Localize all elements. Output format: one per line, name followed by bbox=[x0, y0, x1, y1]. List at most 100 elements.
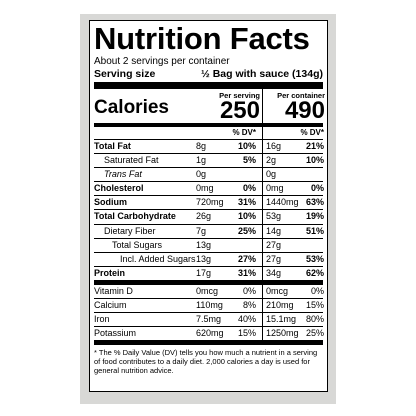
serving-size-value: ½ Bag with sauce (134g) bbox=[201, 68, 323, 80]
vitamin-dv-per-serving: 15% bbox=[237, 328, 256, 339]
nutrient-dv-per-container: 0% bbox=[310, 183, 324, 194]
serving-size-row: Serving size ½ Bag with sauce (134g) bbox=[94, 68, 323, 82]
vitamin-amount-per-container: 15.1mg bbox=[266, 314, 297, 325]
vitamin-rows: Vitamin D 0mcg 0% 0mcg 0% Calcium 110mg 8% 210mg… bbox=[94, 285, 324, 346]
vitamin-amount-per-serving: 0mcg bbox=[196, 285, 219, 296]
nutrient-amount-per-container: 2g bbox=[266, 155, 277, 166]
nutrient-dv-per-container: 62% bbox=[305, 267, 324, 278]
nutrient-name: Total Carbohydrate bbox=[94, 211, 176, 222]
nutrient-amount-per-serving: 17g bbox=[196, 267, 212, 278]
vitamin-dv-per-serving: 0% bbox=[242, 285, 256, 296]
per-serving-calories: 250 bbox=[219, 97, 260, 124]
nutrient-dv-per-container: 10% bbox=[305, 155, 324, 166]
calories-label: Calories bbox=[94, 97, 169, 118]
nutrient-amount-per-serving: 720mg bbox=[196, 197, 224, 208]
nutrient-name: Total Fat bbox=[94, 141, 131, 151]
nutrient-dv-per-serving: 31% bbox=[237, 267, 256, 278]
column-divider bbox=[262, 89, 263, 346]
vitamin-amount-per-serving: 620mg bbox=[196, 328, 224, 339]
nutrient-amount-per-container: 53g bbox=[266, 211, 282, 222]
vitamin-name: Iron bbox=[94, 314, 110, 325]
vitamin-dv-per-serving: 40% bbox=[237, 314, 256, 325]
nutrient-row: Dietary Fiber 7g 25% 14g 51% bbox=[94, 225, 324, 239]
vitamin-amount-per-serving: 110mg bbox=[196, 300, 223, 311]
nutrient-amount-per-serving: 26g bbox=[196, 211, 212, 222]
vitamin-row: Potassium 620mg 15% 1250mg 25% bbox=[94, 327, 324, 346]
nutrient-row: Saturated Fat 1g 5% 2g 10% bbox=[94, 154, 324, 169]
nutrient-dv-per-serving: 5% bbox=[242, 155, 256, 166]
nutrient-dv-per-serving: 10% bbox=[237, 141, 256, 151]
nutrient-name: Saturated Fat bbox=[104, 155, 159, 166]
nutrient-amount-per-container: 16g bbox=[266, 141, 282, 151]
nutrient-dv-per-serving: 27% bbox=[237, 253, 256, 264]
nutrient-amount-per-serving: 1g bbox=[196, 155, 207, 166]
vitamin-amount-per-container: 1250mg bbox=[266, 328, 299, 339]
label-title: Nutrition Facts bbox=[94, 21, 310, 56]
vitamin-row: Iron 7.5mg 40% 15.1mg 80% bbox=[94, 313, 324, 328]
nutrient-name: Dietary Fiber bbox=[104, 225, 156, 236]
vitamin-amount-per-container: 0mcg bbox=[266, 285, 289, 296]
nutrient-name: Incl. Added Sugars bbox=[120, 253, 196, 264]
nutrient-amount-per-serving: 0g bbox=[196, 169, 207, 180]
nutrient-dv-per-container: 21% bbox=[305, 141, 324, 151]
vitamin-name: Vitamin D bbox=[94, 285, 133, 296]
nutrient-row: Total Sugars 13g 27g bbox=[94, 239, 323, 253]
nutrient-amount-per-container: 27g bbox=[266, 253, 282, 264]
nutrient-amount-per-serving: 13g bbox=[196, 239, 212, 250]
nutrient-table: Calories Per serving 250 Per container 4… bbox=[94, 89, 325, 346]
vitamin-row: Calcium 110mg 8% 210mg 15% bbox=[94, 299, 324, 314]
nutrient-dv-per-serving: 25% bbox=[237, 225, 256, 236]
vitamin-dv-per-container: 25% bbox=[305, 328, 324, 339]
nutrient-name: Sodium bbox=[94, 197, 127, 208]
thick-divider bbox=[94, 82, 323, 89]
nutrient-row: Cholesterol 0mg 0% 0mg 0% bbox=[94, 182, 324, 197]
nutrient-row: Total Fat 8g 10% 16g 21% bbox=[94, 140, 324, 155]
vitamin-row: Vitamin D 0mcg 0% 0mcg 0% bbox=[94, 285, 324, 300]
nutrient-row: Total Carbohydrate 26g 10% 53g 19% bbox=[94, 210, 324, 225]
nutrient-name: Trans Fat bbox=[104, 169, 142, 180]
servings-per-container: About 2 servings per container bbox=[94, 56, 230, 67]
per-serving-header: Per serving 250 bbox=[212, 91, 260, 124]
nutrient-row: Incl. Added Sugars 13g 27% 27g 53% bbox=[94, 253, 324, 267]
nutrient-dv-per-container: 63% bbox=[305, 197, 324, 208]
serving-size-label: Serving size bbox=[94, 68, 156, 80]
per-container-label: Per container bbox=[277, 91, 325, 100]
vitamin-dv-per-serving: 8% bbox=[242, 300, 256, 311]
nutrient-amount-per-container: 14g bbox=[266, 225, 282, 236]
per-serving-label: Per serving bbox=[219, 91, 260, 100]
nutrient-amount-per-serving: 0mg bbox=[196, 183, 214, 194]
nutrient-name: Total Sugars bbox=[112, 239, 163, 250]
dv-header-row: % DV* % DV* bbox=[94, 127, 324, 140]
nutrient-amount-per-container: 27g bbox=[266, 239, 282, 250]
nutrient-dv-per-serving: 31% bbox=[237, 197, 256, 208]
daily-value-footnote: * The % Daily Value (DV) tells you how m… bbox=[94, 348, 318, 376]
nutrient-amount-per-serving: 7g bbox=[196, 225, 207, 236]
nutrient-amount-per-container: 0g bbox=[266, 169, 277, 180]
nutrient-dv-per-container: 19% bbox=[305, 211, 324, 222]
nutrient-dv-per-container: 53% bbox=[305, 253, 324, 264]
nutrient-rows: Total Fat 8g 10% 16g 21% Saturated Fat 1g 5% 2g 1… bbox=[94, 140, 324, 285]
vitamin-name: Potassium bbox=[94, 328, 137, 339]
nutrient-row: Protein 17g 31% 34g 62% bbox=[94, 267, 324, 285]
vitamin-name: Calcium bbox=[94, 300, 127, 311]
nutrient-row: Sodium 720mg 31% 1440mg 63% bbox=[94, 196, 324, 211]
dv-header-serving: % DV* bbox=[232, 128, 256, 137]
nutrition-facts-label: Nutrition Facts About 2 servings per con… bbox=[89, 20, 328, 392]
nutrient-dv-per-serving: 10% bbox=[237, 211, 256, 222]
vitamin-dv-per-container: 80% bbox=[305, 314, 324, 325]
nutrient-name: Protein bbox=[94, 267, 126, 278]
nutrient-amount-per-container: 1440mg bbox=[266, 197, 299, 208]
per-container-calories: 490 bbox=[284, 97, 325, 124]
nutrient-amount-per-serving: 8g bbox=[196, 141, 207, 151]
vitamin-dv-per-container: 0% bbox=[310, 285, 324, 296]
nutrient-amount-per-serving: 13g bbox=[196, 253, 212, 264]
vitamin-amount-per-container: 210mg bbox=[266, 300, 294, 311]
nutrient-dv-per-serving: 0% bbox=[242, 183, 256, 194]
nutrient-amount-per-container: 0mg bbox=[266, 183, 284, 194]
nutrient-row: Trans Fat 0g 0g bbox=[94, 168, 323, 183]
vitamin-dv-per-container: 15% bbox=[305, 300, 324, 311]
nutrient-dv-per-container: 51% bbox=[305, 225, 324, 236]
per-container-header: Per container 490 bbox=[264, 91, 325, 124]
dv-header-container: % DV* bbox=[300, 128, 324, 137]
nutrient-name: Cholesterol bbox=[94, 183, 144, 194]
